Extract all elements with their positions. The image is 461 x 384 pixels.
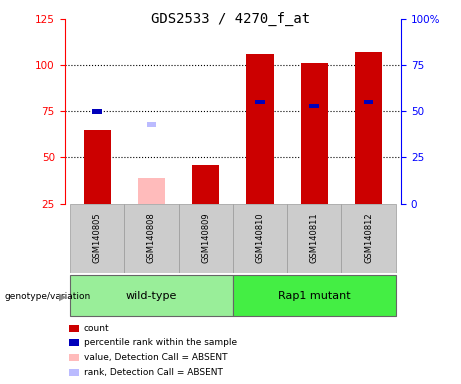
Bar [287,204,341,273]
Bar [192,165,219,204]
Bar [364,100,373,104]
Bar [147,122,156,127]
Text: genotype/variation: genotype/variation [5,292,91,301]
Bar [233,204,287,273]
Bar [233,275,396,316]
Text: ▶: ▶ [59,291,66,301]
Bar [124,204,178,273]
Text: GSM140810: GSM140810 [255,213,265,263]
Text: value, Detection Call = ABSENT: value, Detection Call = ABSENT [84,353,227,362]
Bar [92,109,102,114]
Bar [178,204,233,273]
Text: GSM140812: GSM140812 [364,213,373,263]
Bar [301,63,328,204]
Bar [70,204,124,273]
Bar [341,204,396,273]
Text: GSM140809: GSM140809 [201,213,210,263]
Text: rank, Detection Call = ABSENT: rank, Detection Call = ABSENT [84,367,223,377]
Text: GSM140811: GSM140811 [310,213,319,263]
Text: Rap1 mutant: Rap1 mutant [278,291,350,301]
Text: GDS2533 / 4270_f_at: GDS2533 / 4270_f_at [151,12,310,26]
Text: GSM140808: GSM140808 [147,213,156,263]
Bar [309,104,319,108]
Bar [246,54,273,204]
Bar [355,52,382,204]
Bar [83,130,111,204]
Text: wild-type: wild-type [126,291,177,301]
Bar [255,100,265,104]
Bar [70,275,233,316]
Text: count: count [84,324,109,333]
Text: GSM140805: GSM140805 [93,213,101,263]
Text: percentile rank within the sample: percentile rank within the sample [84,338,237,348]
Bar [138,178,165,204]
